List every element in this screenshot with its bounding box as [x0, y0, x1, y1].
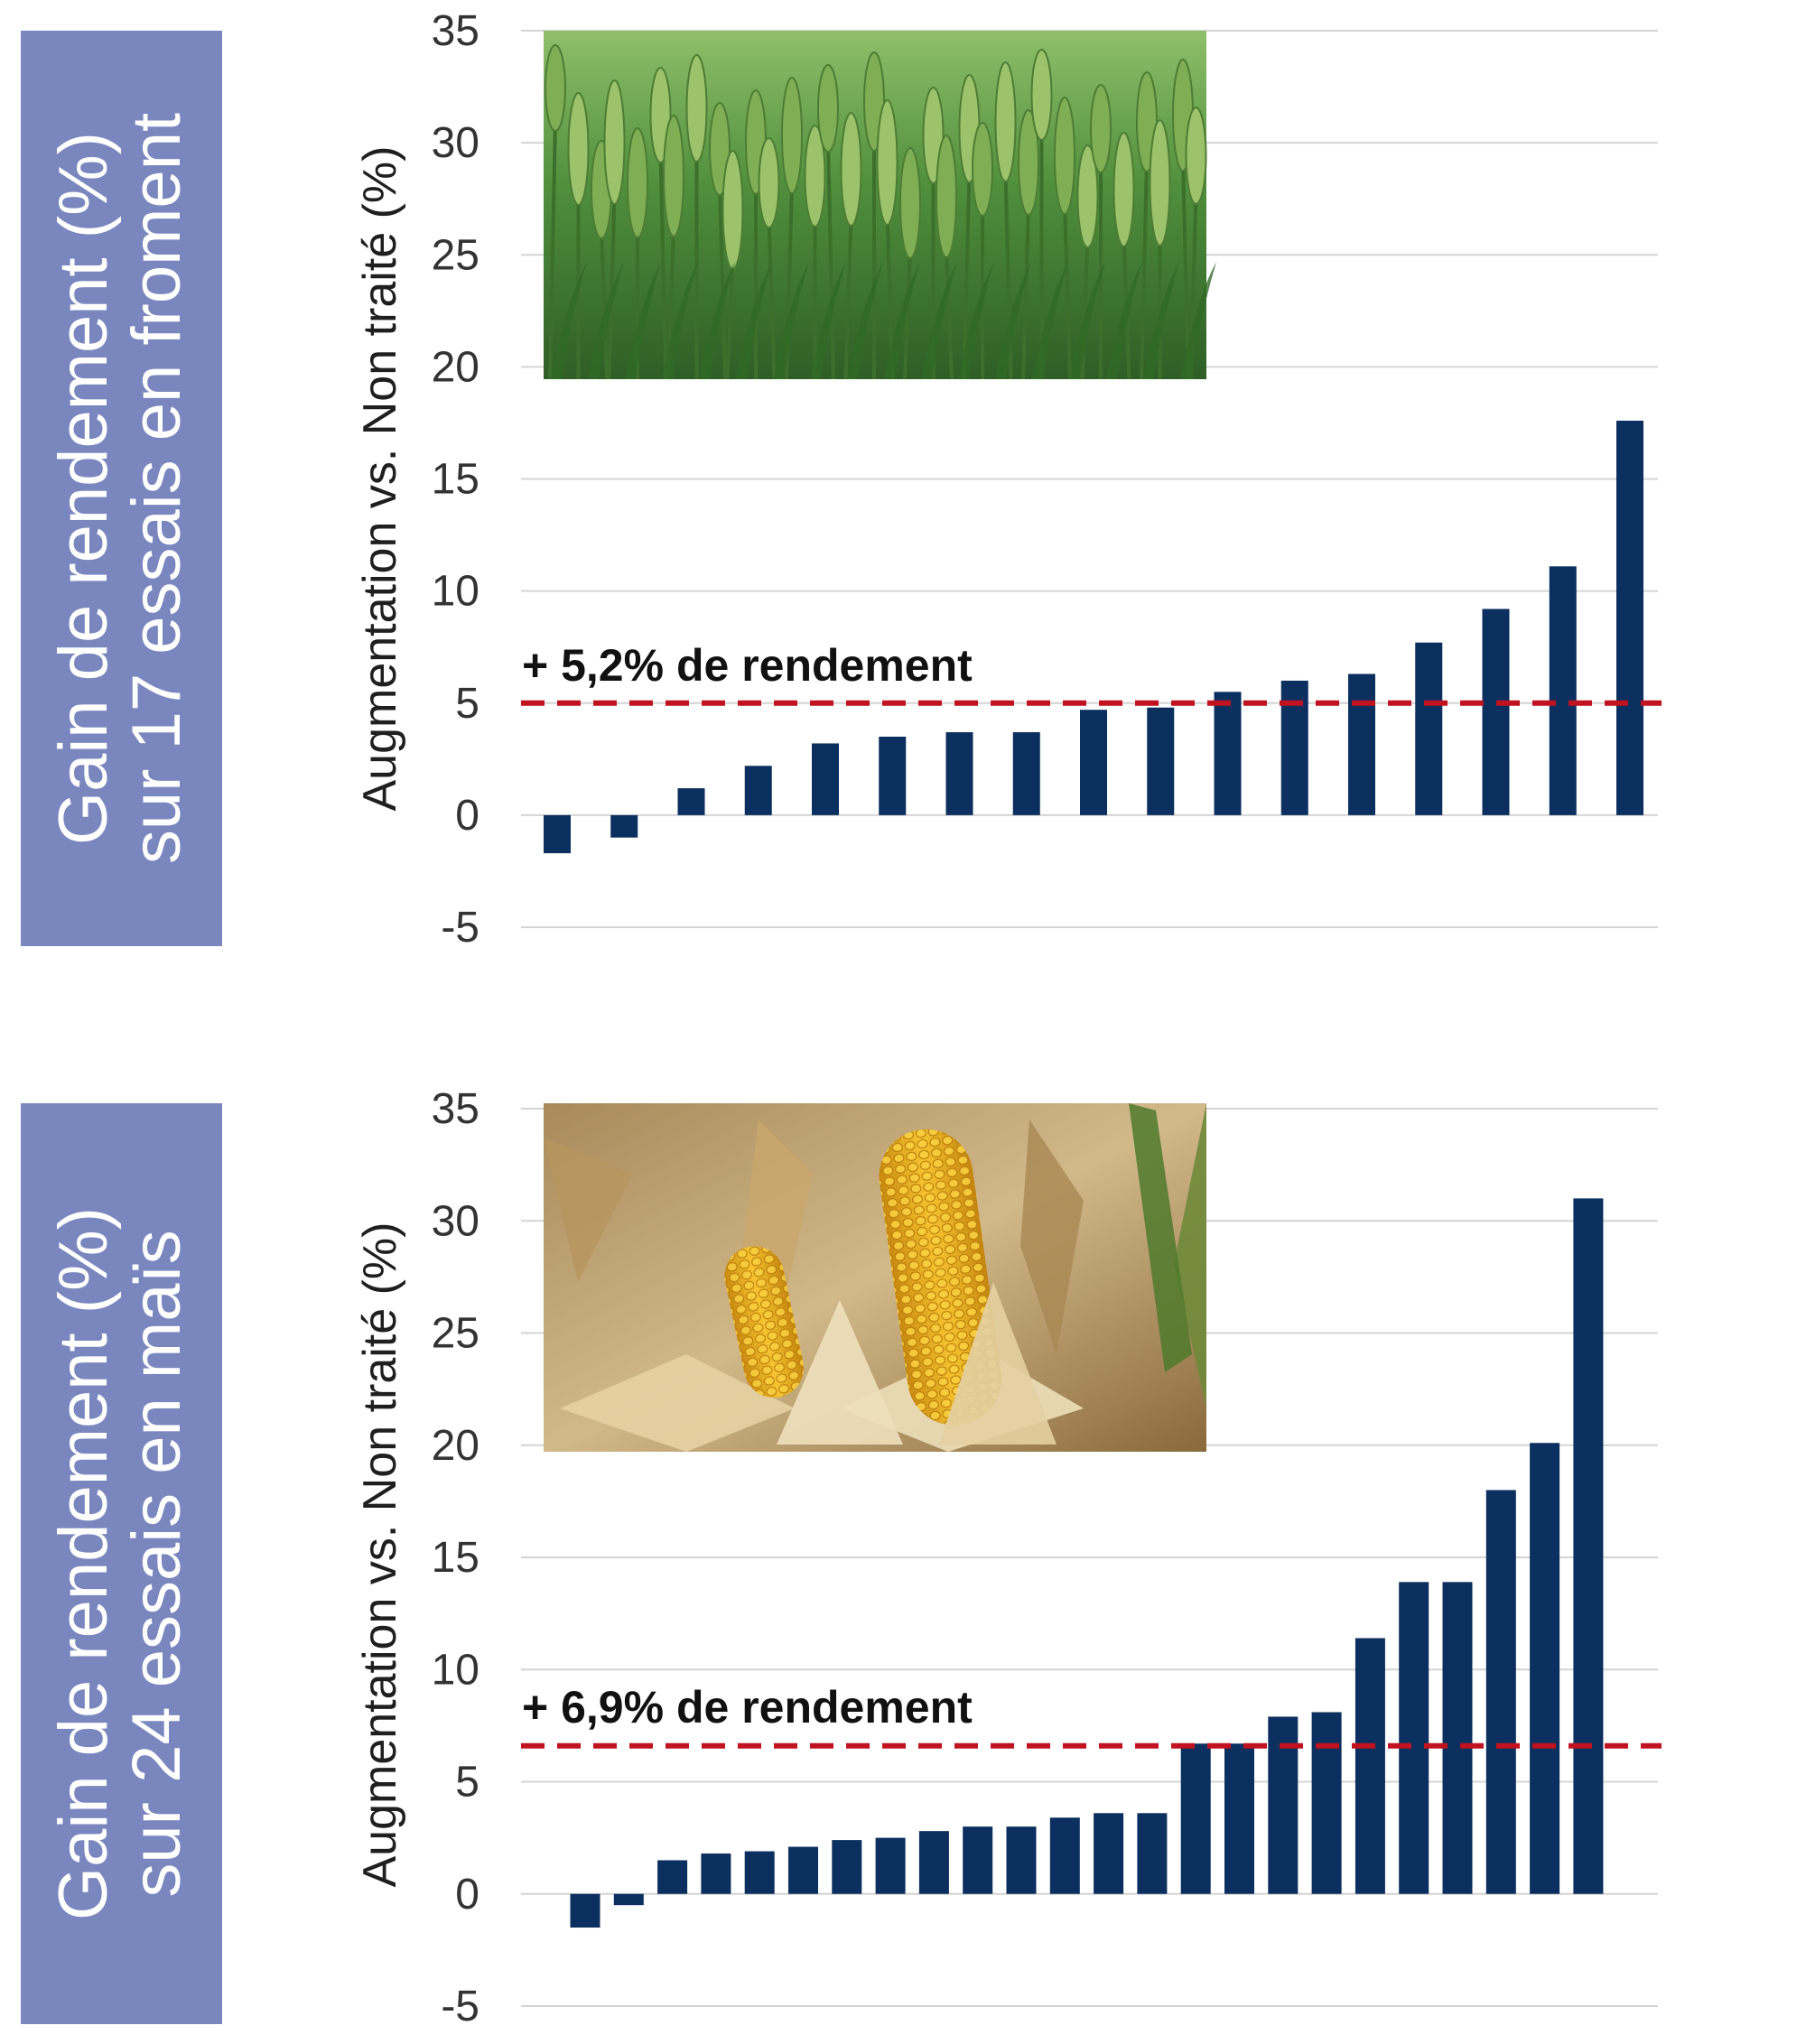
side-label-line-1: Gain de rendement (%): [45, 1207, 122, 1920]
bar: [1573, 1198, 1604, 1894]
y-tick-label: 25: [432, 231, 479, 279]
y-tick-label: 10: [432, 568, 479, 616]
y-tick-labels: -5 0 5 10 15 20 25 30 35: [432, 1085, 479, 2030]
y-tick-labels: -5 0 5 10 15 20 25 30 35: [432, 7, 479, 952]
y-axis-title: Augmentation vs. Non traité (%): [354, 1222, 406, 1888]
bar: [1147, 707, 1175, 815]
y-tick-label: 15: [432, 1534, 479, 1582]
side-label-panel: [21, 31, 222, 946]
bar: [1485, 1490, 1516, 1894]
y-tick-label: 35: [432, 1085, 479, 1133]
bar: [945, 732, 973, 815]
bar: [1214, 692, 1242, 815]
bar: [1094, 1813, 1124, 1894]
bar: [963, 1826, 993, 1894]
bar: [1482, 609, 1510, 815]
corn-chart: Gain de rendement (%) sur 24 essais en m…: [21, 1085, 1662, 2030]
mean-annotation: + 5,2% de rendement: [522, 640, 973, 691]
y-tick-label: 30: [432, 119, 479, 167]
bar: [1224, 1743, 1254, 1894]
y-axis-title: Augmentation vs. Non traité (%): [354, 146, 406, 812]
bar: [1399, 1582, 1429, 1894]
bar: [788, 1846, 818, 1894]
y-tick-label: 15: [432, 456, 479, 504]
y-tick-label: -5: [441, 1983, 479, 2030]
y-tick-label: 30: [432, 1197, 479, 1245]
bar: [1442, 1582, 1473, 1894]
bar: [701, 1854, 731, 1894]
bar: [1549, 566, 1577, 815]
bar: [570, 1893, 600, 1928]
bar: [875, 1837, 906, 1894]
y-tick-label: 35: [432, 7, 479, 55]
bar: [1616, 420, 1643, 815]
y-tick-label: 5: [455, 680, 479, 728]
y-tick-label: 20: [432, 1422, 479, 1470]
bar: [1012, 732, 1040, 815]
bar: [1006, 1826, 1037, 1894]
bar: [610, 814, 638, 838]
bar: [1354, 1638, 1385, 1894]
y-tick-label: 0: [455, 792, 479, 840]
corn-cob-photo: [544, 1103, 1206, 1452]
y-tick-label: -5: [441, 904, 479, 952]
bar: [1348, 674, 1375, 815]
bar: [657, 1860, 688, 1894]
bar: [812, 743, 839, 815]
bar: [918, 1831, 949, 1894]
bar-series: [544, 420, 1643, 854]
wheat-field-photo: [544, 31, 1216, 380]
y-tick-label: 0: [455, 1871, 479, 1919]
y-tick-label: 10: [432, 1646, 479, 1694]
y-tick-label: 25: [432, 1310, 479, 1358]
bar: [744, 766, 772, 815]
bar: [1415, 642, 1443, 815]
bar: [879, 736, 907, 815]
side-label-line-2: sur 24 essais en maïs: [118, 1230, 195, 1897]
bar: [1080, 710, 1107, 815]
bar: [677, 788, 705, 815]
side-label-line-1: Gain de rendement (%): [45, 132, 122, 845]
bar-series: [570, 1198, 1604, 1928]
bar: [1530, 1443, 1560, 1894]
side-label-line-2: sur 17 essais en froment: [118, 113, 195, 864]
bar: [1180, 1743, 1211, 1894]
bar: [1311, 1712, 1342, 1894]
bar: [1137, 1813, 1168, 1894]
side-label-panel: [21, 1103, 222, 2024]
bar: [613, 1893, 644, 1906]
bar: [832, 1840, 862, 1894]
y-tick-label: 5: [455, 1759, 479, 1807]
bar: [1049, 1817, 1080, 1894]
mean-annotation: + 6,9% de rendement: [522, 1682, 973, 1733]
bar: [544, 814, 571, 854]
y-tick-label: 20: [432, 343, 479, 391]
bar: [744, 1851, 775, 1894]
wheat-chart: Gain de rendement (%) sur 17 essais en f…: [21, 7, 1662, 952]
